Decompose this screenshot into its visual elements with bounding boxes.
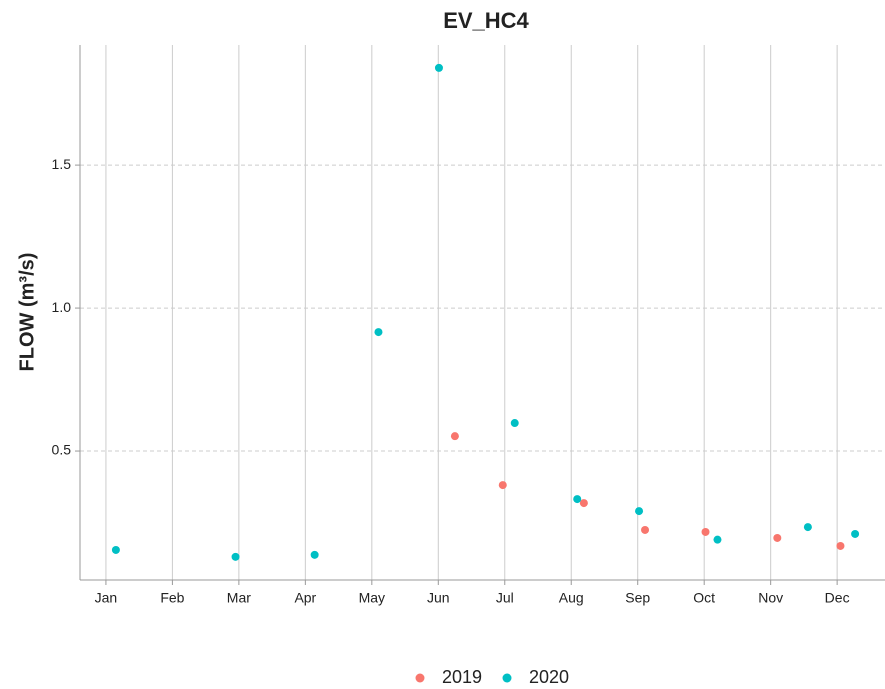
point	[836, 541, 845, 550]
x-tick-label: Mar	[227, 590, 251, 606]
legend-label: 2020	[529, 667, 569, 687]
x-tick-label: May	[359, 590, 385, 606]
y-tick-label: 1.5	[52, 156, 72, 172]
x-tick-label: Oct	[693, 590, 715, 606]
y-tick-label: 1.0	[52, 299, 72, 315]
x-tick-label: Jun	[427, 590, 450, 606]
point	[374, 328, 383, 337]
x-tick-label: Aug	[559, 590, 584, 606]
y-tick-label: 0.5	[52, 442, 72, 458]
x-tick-label: Dec	[825, 590, 850, 606]
point	[434, 63, 443, 72]
x-tick-label: Apr	[294, 590, 316, 606]
legend-marker	[415, 673, 425, 683]
x-tick-label: Jul	[496, 590, 514, 606]
point	[803, 523, 812, 532]
point	[579, 499, 588, 508]
chart-title: EV_HC4	[443, 8, 529, 33]
point	[641, 525, 650, 534]
x-tick-label: Sep	[625, 590, 650, 606]
point	[713, 535, 722, 544]
point	[310, 550, 319, 559]
legend-marker	[502, 673, 512, 683]
point	[498, 481, 507, 490]
point	[851, 529, 860, 538]
point	[701, 527, 710, 536]
point	[450, 432, 459, 441]
x-tick-label: Jan	[95, 590, 118, 606]
x-tick-label: Feb	[160, 590, 184, 606]
point	[573, 495, 582, 504]
point	[773, 533, 782, 542]
point	[635, 507, 644, 516]
legend-label: 2019	[442, 667, 482, 687]
point	[111, 545, 120, 554]
point	[231, 552, 240, 561]
point	[510, 419, 519, 428]
y-axis-label: FLOW (m³/s)	[16, 253, 38, 372]
x-tick-label: Nov	[758, 590, 783, 606]
